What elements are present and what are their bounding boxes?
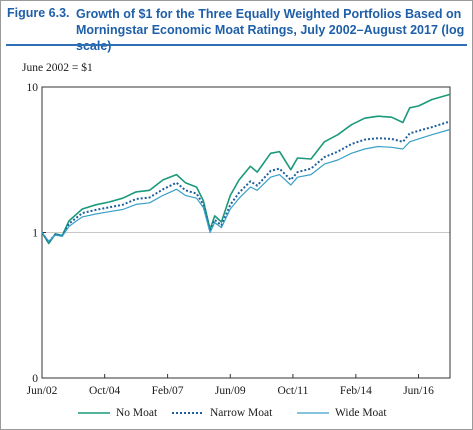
no-moat-line: [41, 93, 451, 245]
title-rule: [6, 44, 467, 46]
unit-note: June 2002 = $1: [22, 62, 93, 74]
figure-title: Growth of $1 for the Three Equally Weigh…: [76, 7, 465, 53]
x-tick-label: Jun/02: [27, 385, 58, 397]
x-tick-label: Feb/14: [340, 385, 372, 397]
legend-wide-moat: Wide Moat: [297, 407, 387, 419]
figure-label: Figure 6.3.: [7, 6, 70, 20]
x-tick-label: Oct/11: [277, 385, 308, 397]
legend-no-moat-swatch: [78, 412, 110, 414]
x-tick-label: Oct/04: [89, 385, 121, 397]
legend-no-moat-label: No Moat: [116, 407, 158, 419]
legend-no-moat: No Moat: [78, 407, 157, 419]
x-tick-label: Jun/09: [215, 385, 246, 397]
legend-narrow-moat-label: Narrow Moat: [210, 407, 273, 419]
chart-legend: No Moat Narrow Moat Wide Moat: [0, 407, 473, 425]
legend-wide-moat-swatch: [297, 412, 329, 414]
x-tick-label: Feb/07: [152, 385, 184, 397]
y-tick-label: 10: [27, 82, 39, 94]
y-tick-label: 0: [32, 373, 38, 385]
wide-moat-line: [41, 128, 451, 242]
legend-narrow-moat-swatch: [172, 412, 204, 414]
y-tick-label: 1: [32, 228, 38, 240]
x-tick-label: Jun/16: [403, 385, 434, 397]
narrow-moat-line: [41, 120, 451, 243]
legend-wide-moat-label: Wide Moat: [335, 407, 387, 419]
legend-narrow-moat: Narrow Moat: [172, 407, 272, 419]
